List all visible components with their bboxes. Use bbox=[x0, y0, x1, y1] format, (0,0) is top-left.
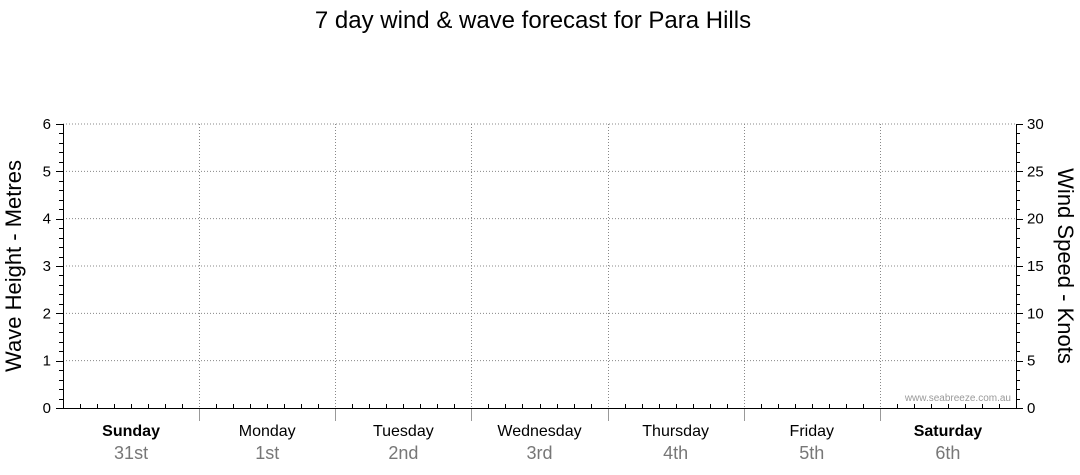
day-labels: Sunday 31st Monday 1st Tuesday 2nd Wednesday 3r… bbox=[102, 423, 982, 463]
day-date-label: 6th bbox=[935, 443, 960, 463]
left-tick-label: 3 bbox=[43, 258, 51, 275]
day-date-label: 31st bbox=[114, 443, 148, 463]
day-name-label: Tuesday bbox=[373, 423, 434, 440]
chart-title: 7 day wind & wave forecast for Para Hill… bbox=[315, 7, 751, 34]
right-axis-ticks: 0 5 10 15 20 25 30 bbox=[1016, 116, 1044, 417]
right-tick-label: 30 bbox=[1027, 116, 1044, 133]
day-name-label: Thursday bbox=[642, 423, 709, 440]
right-axis-title: Wind Speed - Knots bbox=[1053, 168, 1078, 364]
left-tick-label: 5 bbox=[43, 163, 51, 180]
axes bbox=[63, 124, 1017, 421]
day-date-label: 2nd bbox=[388, 443, 418, 463]
left-tick-label: 1 bbox=[43, 353, 51, 370]
day-name-label: Sunday bbox=[102, 423, 160, 440]
right-tick-label: 5 bbox=[1027, 353, 1035, 370]
day-name-label: Wednesday bbox=[497, 423, 581, 440]
right-tick-label: 15 bbox=[1027, 258, 1044, 275]
right-tick-label: 0 bbox=[1027, 400, 1035, 417]
day-name-label: Monday bbox=[239, 423, 296, 440]
day-date-label: 4th bbox=[663, 443, 688, 463]
grid-lines bbox=[63, 123, 1016, 408]
right-tick-label: 25 bbox=[1027, 163, 1044, 180]
day-name-label: Friday bbox=[790, 423, 834, 440]
left-tick-label: 4 bbox=[43, 211, 51, 228]
left-axis-title: Wave Height - Metres bbox=[1, 160, 26, 372]
left-tick-label: 2 bbox=[43, 305, 51, 322]
day-name-label: Saturday bbox=[914, 423, 983, 440]
left-tick-label: 0 bbox=[43, 400, 51, 417]
day-date-label: 1st bbox=[255, 443, 279, 463]
right-tick-label: 20 bbox=[1027, 211, 1044, 228]
right-tick-label: 10 bbox=[1027, 305, 1044, 322]
day-date-label: 5th bbox=[799, 443, 824, 463]
left-tick-label: 6 bbox=[43, 116, 51, 133]
watermark: www.seabreeze.com.au bbox=[904, 393, 1011, 404]
day-date-label: 3rd bbox=[526, 443, 552, 463]
left-axis-ticks: 0 1 2 3 4 5 6 bbox=[43, 116, 63, 417]
